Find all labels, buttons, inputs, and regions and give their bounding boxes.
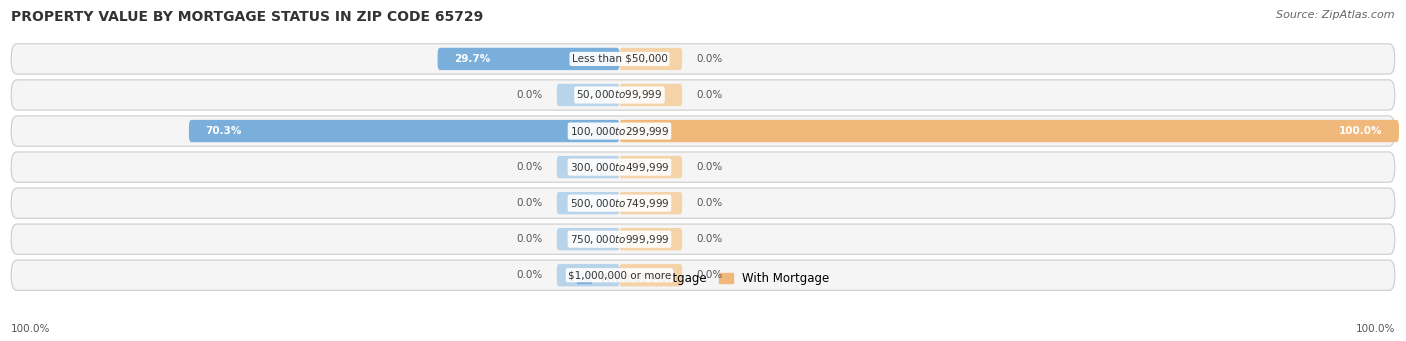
- FancyBboxPatch shape: [11, 224, 1395, 254]
- FancyBboxPatch shape: [11, 152, 1395, 182]
- Text: 100.0%: 100.0%: [1355, 324, 1395, 334]
- Text: 100.0%: 100.0%: [11, 324, 51, 334]
- FancyBboxPatch shape: [557, 264, 620, 286]
- FancyBboxPatch shape: [188, 120, 620, 142]
- Text: 100.0%: 100.0%: [1339, 126, 1382, 136]
- Text: $100,000 to $299,999: $100,000 to $299,999: [569, 124, 669, 137]
- Text: $1,000,000 or more: $1,000,000 or more: [568, 270, 671, 280]
- FancyBboxPatch shape: [620, 48, 682, 70]
- Text: 0.0%: 0.0%: [516, 198, 543, 208]
- Text: $750,000 to $999,999: $750,000 to $999,999: [569, 233, 669, 246]
- FancyBboxPatch shape: [620, 228, 682, 250]
- Text: PROPERTY VALUE BY MORTGAGE STATUS IN ZIP CODE 65729: PROPERTY VALUE BY MORTGAGE STATUS IN ZIP…: [11, 10, 484, 24]
- Text: 0.0%: 0.0%: [516, 234, 543, 244]
- Text: 0.0%: 0.0%: [516, 270, 543, 280]
- FancyBboxPatch shape: [11, 44, 1395, 74]
- FancyBboxPatch shape: [620, 120, 1399, 142]
- FancyBboxPatch shape: [557, 228, 620, 250]
- Text: Source: ZipAtlas.com: Source: ZipAtlas.com: [1277, 10, 1395, 20]
- FancyBboxPatch shape: [11, 116, 1395, 146]
- Text: $300,000 to $499,999: $300,000 to $499,999: [569, 161, 669, 174]
- FancyBboxPatch shape: [557, 192, 620, 214]
- FancyBboxPatch shape: [557, 156, 620, 178]
- Text: 29.7%: 29.7%: [454, 54, 491, 64]
- Legend: Without Mortgage, With Mortgage: Without Mortgage, With Mortgage: [572, 267, 834, 290]
- FancyBboxPatch shape: [11, 80, 1395, 110]
- FancyBboxPatch shape: [620, 84, 682, 106]
- Text: Less than $50,000: Less than $50,000: [572, 54, 668, 64]
- Text: 0.0%: 0.0%: [696, 198, 723, 208]
- Text: 0.0%: 0.0%: [516, 162, 543, 172]
- FancyBboxPatch shape: [620, 192, 682, 214]
- Text: 0.0%: 0.0%: [696, 54, 723, 64]
- Text: 0.0%: 0.0%: [696, 90, 723, 100]
- Text: 0.0%: 0.0%: [696, 234, 723, 244]
- Text: 0.0%: 0.0%: [516, 90, 543, 100]
- Text: $50,000 to $99,999: $50,000 to $99,999: [576, 89, 662, 102]
- FancyBboxPatch shape: [620, 264, 682, 286]
- FancyBboxPatch shape: [557, 84, 620, 106]
- FancyBboxPatch shape: [437, 48, 620, 70]
- FancyBboxPatch shape: [11, 188, 1395, 218]
- FancyBboxPatch shape: [620, 156, 682, 178]
- Text: 0.0%: 0.0%: [696, 270, 723, 280]
- Text: 0.0%: 0.0%: [696, 162, 723, 172]
- Text: $500,000 to $749,999: $500,000 to $749,999: [569, 197, 669, 210]
- FancyBboxPatch shape: [11, 260, 1395, 291]
- Text: 70.3%: 70.3%: [205, 126, 242, 136]
